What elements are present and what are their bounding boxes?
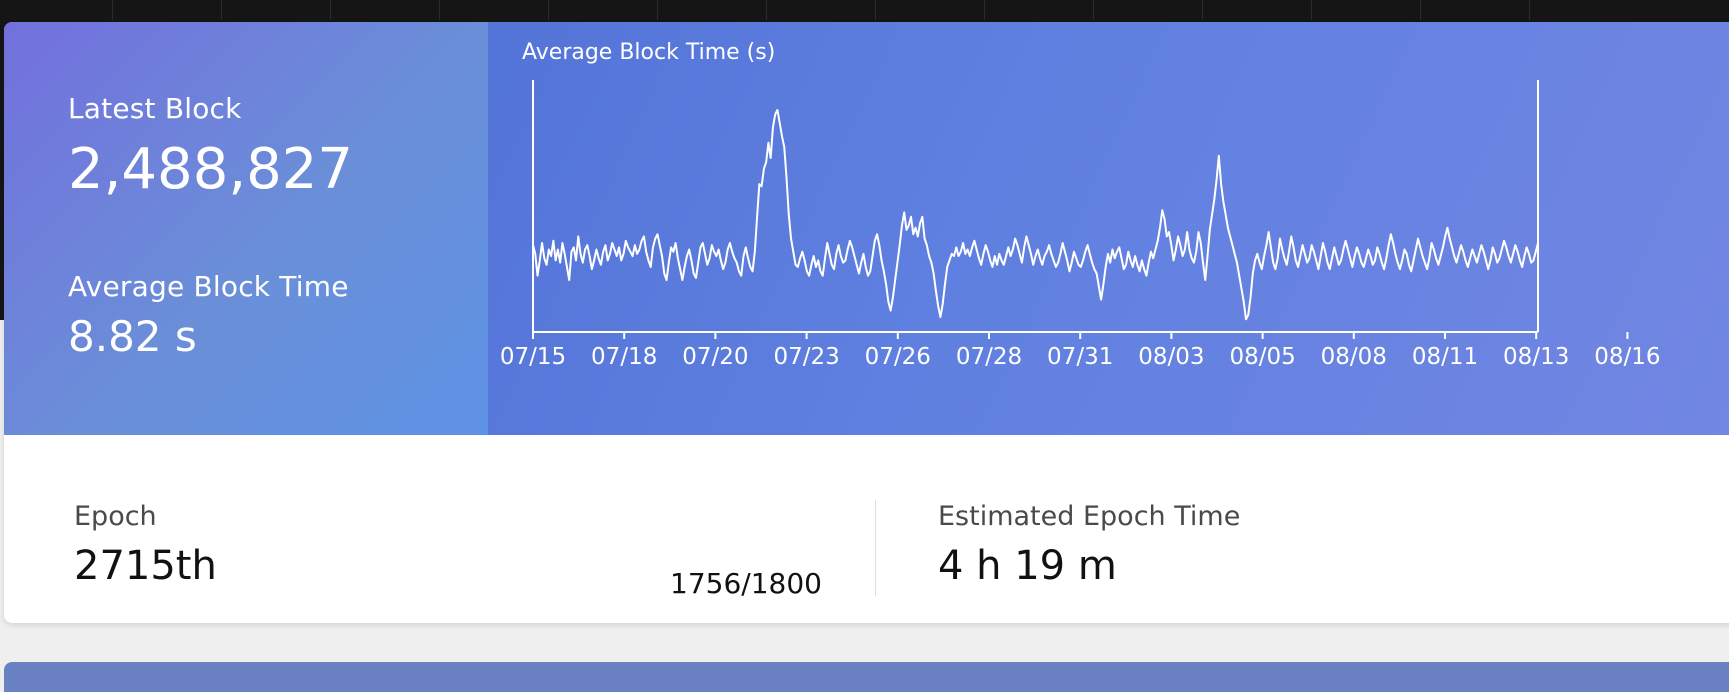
section-divider	[875, 500, 876, 596]
block-time-series-line	[532, 109, 1539, 321]
x-tick-label: 08/08	[1321, 344, 1387, 370]
top-bar-divider	[1202, 0, 1203, 20]
top-bar-divider	[439, 0, 440, 20]
epoch-label: Epoch	[74, 501, 157, 532]
estimated-epoch-time-value: 4 h 19 m	[938, 543, 1117, 589]
x-tick-label: 08/03	[1138, 344, 1204, 370]
top-bar-divider	[330, 0, 331, 20]
top-bar-divider	[1093, 0, 1094, 20]
x-tick-label: 07/28	[956, 344, 1022, 370]
latest-block-value: 2,488,827	[68, 137, 354, 202]
x-tick-label: 07/18	[591, 344, 657, 370]
epoch-value: 2715th	[74, 543, 217, 589]
epoch-section: Epoch 2715th 1756/1800 Estimated Epoch T…	[4, 435, 1729, 623]
stats-hero: Latest Block 2,488,827 Average Block Tim…	[4, 22, 1729, 435]
top-bar-divider	[766, 0, 767, 20]
x-tick-label: 07/23	[773, 344, 839, 370]
top-bar-divider	[1311, 0, 1312, 20]
top-bar-divider	[221, 0, 222, 20]
block-stats-panel: Latest Block 2,488,827 Average Block Tim…	[4, 22, 488, 435]
x-tick-label: 07/20	[682, 344, 748, 370]
x-tick-label: 08/05	[1229, 344, 1295, 370]
chart-series-layer	[532, 109, 1539, 321]
x-tick-label: 07/26	[865, 344, 931, 370]
chart-axes	[532, 80, 1539, 333]
top-bar-divider	[548, 0, 549, 20]
block-time-chart-svg: 07/15 07/18 07/20 07/23 07/26 07/28 07/31 08/03…	[500, 80, 1661, 370]
x-tick-label: 07/31	[1047, 344, 1113, 370]
top-bar-divider	[112, 0, 113, 20]
top-bar-divider	[875, 0, 876, 20]
chart-x-ticks: 07/15 07/18 07/20 07/23 07/26 07/28 07/31 08/03…	[500, 332, 1661, 370]
block-time-chart: Average Block Time (s) 07/15 07/18 07/20 07…	[488, 22, 1729, 435]
top-bar-divider	[1529, 0, 1530, 20]
average-block-time-label: Average Block Time	[68, 270, 349, 303]
epoch-progress: 1756/1800	[670, 567, 822, 600]
x-tick-label: 08/16	[1594, 344, 1660, 370]
top-bar-divider	[657, 0, 658, 20]
estimated-epoch-time-label: Estimated Epoch Time	[938, 501, 1241, 532]
x-tick-label: 08/13	[1503, 344, 1569, 370]
top-bar-divider	[1420, 0, 1421, 20]
chart-title: Average Block Time (s)	[522, 40, 776, 65]
average-block-time-value: 8.82 s	[68, 312, 197, 361]
x-tick-label: 08/11	[1412, 344, 1478, 370]
next-card-edge	[4, 662, 1729, 692]
latest-block-label: Latest Block	[68, 92, 242, 125]
x-tick-label: 07/15	[500, 344, 566, 370]
top-bar-divider	[984, 0, 985, 20]
blockchain-stats-card: Latest Block 2,488,827 Average Block Tim…	[4, 22, 1729, 623]
